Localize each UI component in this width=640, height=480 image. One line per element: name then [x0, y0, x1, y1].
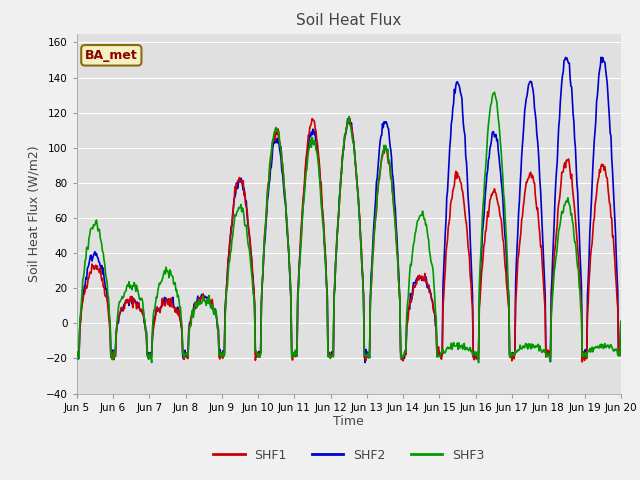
SHF3 — [475, 360, 483, 366]
SHF2 — [361, 360, 369, 365]
SHF1 — [617, 321, 625, 326]
SHF3 — [139, 299, 147, 304]
SHF1 — [416, 273, 424, 278]
SHF3 — [73, 350, 81, 356]
Text: BA_met: BA_met — [85, 49, 138, 62]
SHF3 — [83, 244, 90, 250]
SHF3 — [431, 292, 438, 298]
SHF3 — [194, 302, 202, 308]
SHF3 — [491, 89, 499, 95]
X-axis label: Time: Time — [333, 415, 364, 429]
Y-axis label: Soil Heat Flux (W/m2): Soil Heat Flux (W/m2) — [28, 145, 40, 282]
SHF3 — [415, 216, 422, 222]
SHF2 — [416, 274, 424, 280]
SHF1 — [73, 351, 81, 357]
SHF1 — [194, 302, 202, 308]
SHF1 — [346, 116, 354, 121]
Title: Soil Heat Flux: Soil Heat Flux — [296, 13, 401, 28]
SHF2 — [223, 284, 230, 290]
Line: SHF1: SHF1 — [77, 119, 621, 362]
SHF2 — [83, 276, 90, 282]
SHF3 — [617, 319, 625, 325]
Legend: SHF1, SHF2, SHF3: SHF1, SHF2, SHF3 — [209, 444, 489, 467]
SHF1 — [431, 314, 439, 320]
SHF2 — [617, 319, 625, 324]
SHF1 — [83, 286, 90, 291]
SHF1 — [139, 309, 147, 315]
SHF3 — [223, 286, 230, 292]
SHF1 — [223, 283, 230, 289]
SHF2 — [73, 351, 81, 357]
SHF2 — [597, 54, 605, 60]
SHF2 — [139, 311, 147, 317]
Line: SHF2: SHF2 — [77, 57, 621, 362]
SHF1 — [579, 359, 586, 365]
SHF2 — [194, 293, 202, 299]
SHF2 — [431, 323, 439, 329]
Line: SHF3: SHF3 — [77, 92, 621, 363]
